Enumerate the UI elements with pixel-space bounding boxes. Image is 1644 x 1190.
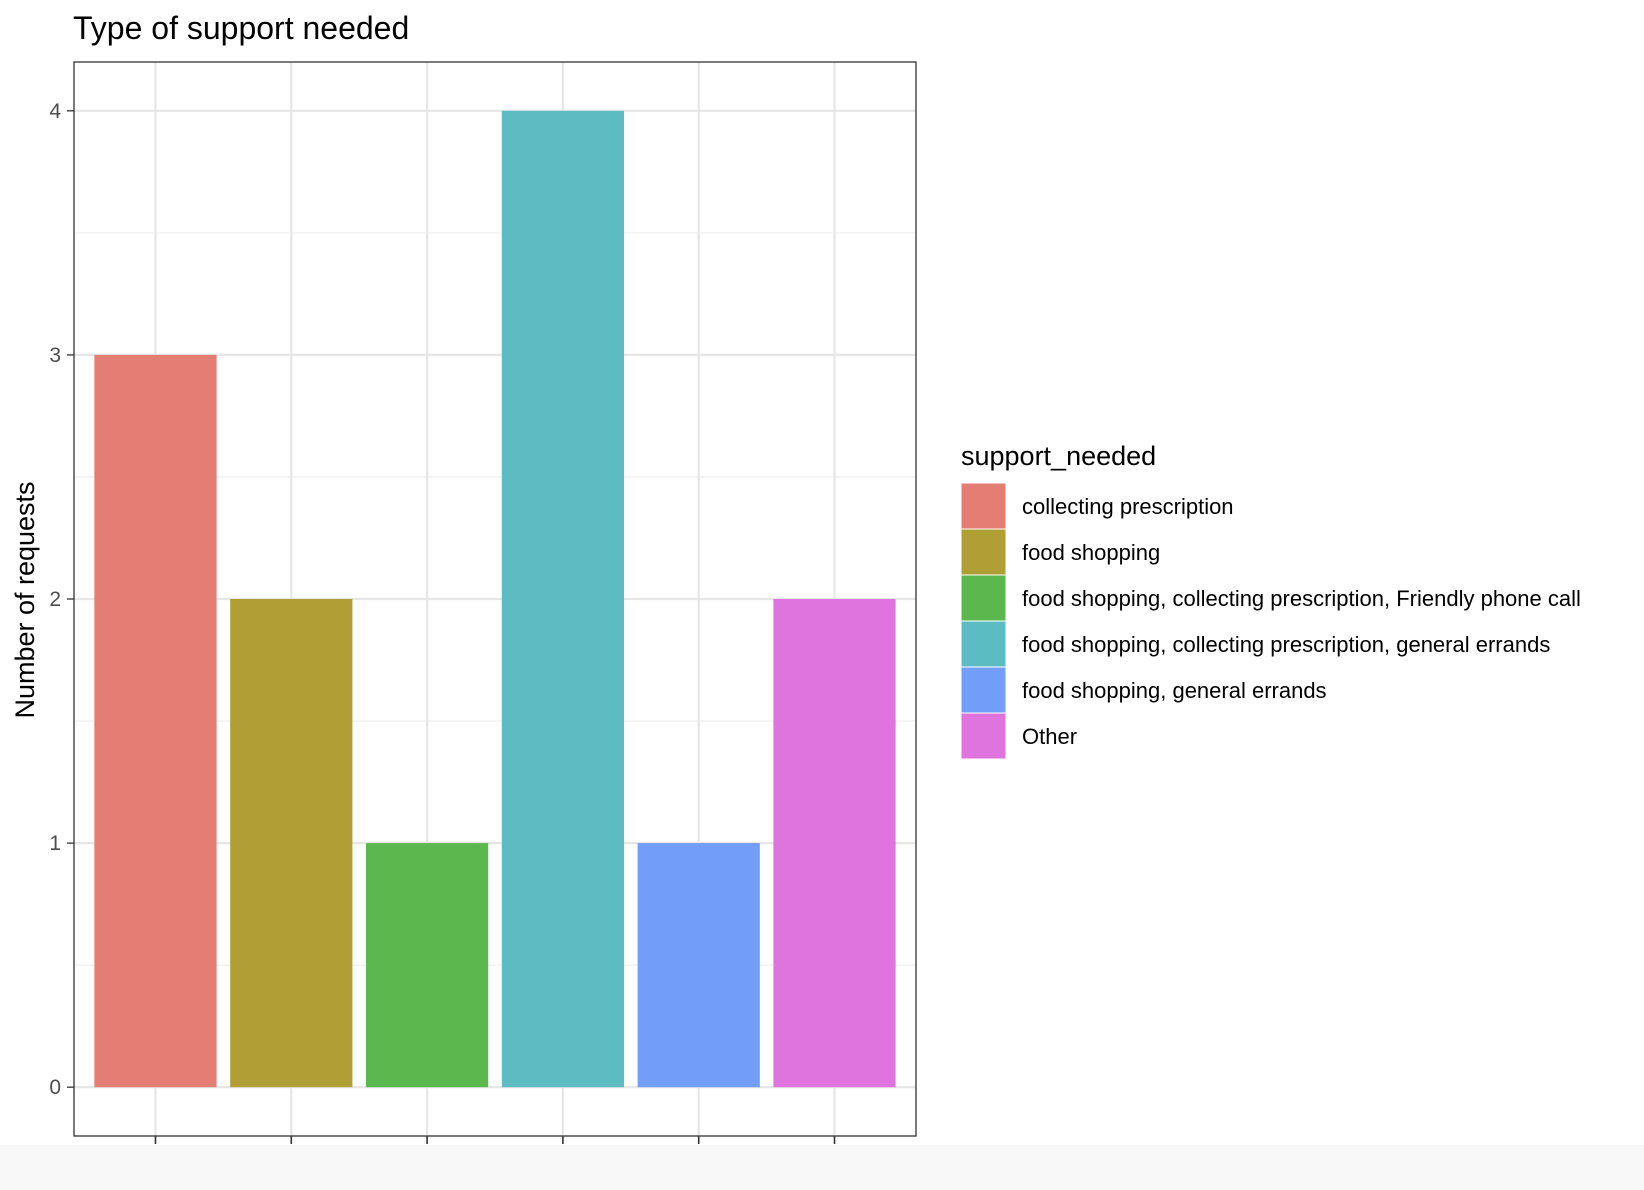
y-tick-label: 0 [49, 1076, 61, 1099]
legend-label: food shopping, collecting prescription, … [1022, 586, 1581, 611]
y-tick-label: 1 [49, 832, 61, 855]
legend: support_needed collecting prescription fo… [960, 441, 1581, 760]
legend-key [960, 666, 1007, 714]
bars [94, 110, 896, 1088]
legend-key [960, 528, 1007, 576]
plot-panel [73, 61, 917, 1137]
legend-items: collecting prescription food shopping food… [960, 482, 1581, 760]
bar-6 [773, 599, 896, 1088]
legend-key [960, 712, 1007, 760]
legend-label: Other [1022, 724, 1077, 749]
y-tick-label: 2 [49, 588, 61, 611]
legend-label: collecting prescription [1022, 494, 1234, 519]
bar-3 [365, 843, 489, 1088]
x-axis [154, 1136, 836, 1144]
bottom-strip [0, 1145, 1644, 1190]
legend-label: food shopping, general errands [1022, 678, 1327, 703]
chart-title: Type of support needed [73, 10, 409, 46]
bar-4 [501, 110, 625, 1088]
y-tick-label: 4 [49, 100, 61, 123]
y-tick-label: 3 [49, 344, 61, 367]
legend-key [960, 482, 1007, 530]
bar-5 [637, 843, 760, 1088]
bar-2 [230, 599, 353, 1088]
legend-label: food shopping, collecting prescription, … [1022, 632, 1550, 657]
bar-1 [94, 354, 217, 1088]
legend-key [960, 574, 1007, 622]
legend-label: food shopping [1022, 540, 1160, 565]
y-axis-label: Number of requests [10, 481, 40, 718]
y-axis: 0 1 2 3 4 [49, 100, 74, 1099]
legend-title: support_needed [961, 441, 1156, 471]
legend-key [960, 620, 1007, 668]
